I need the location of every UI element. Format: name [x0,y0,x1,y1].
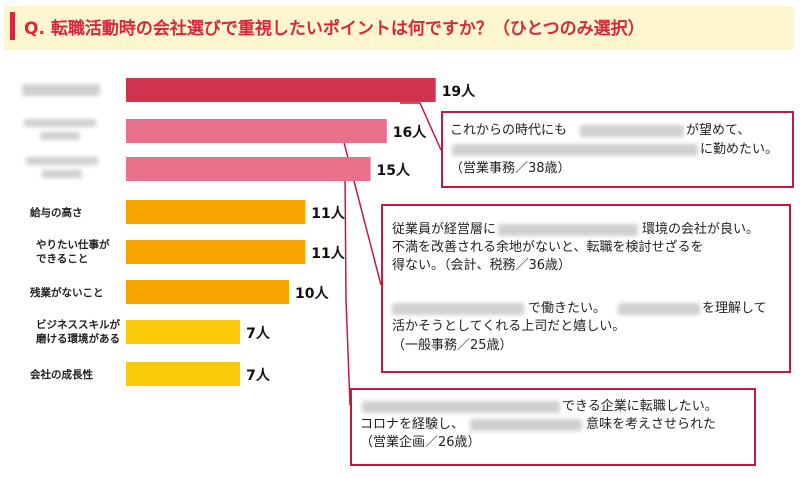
comment-2-line-1-a: 従業員が経営層に [392,222,497,237]
value-label-8: 7人 [246,367,271,384]
redacted-text [618,303,700,315]
bar-8 [126,362,241,386]
redacted-label-3a [26,157,98,165]
redacted-text [470,419,582,431]
connector-line-2 [339,126,382,286]
question-title: Q. 転職活動時の会社選びで重視したいポイントは何ですか？（ひとつのみ選択） [24,19,645,39]
comment-3-line-3: （営業企画／26歳） [360,435,481,450]
redacted-text [362,401,560,413]
category-label-7: ビジネススキルが磨ける環境がある [35,318,120,345]
comment-3-line-2-b: 意味を考えさせられた [586,417,717,432]
comment-2-line-2: 不満を改善される余地がないと、転職を検討せざるを [392,240,704,255]
redacted-text [580,125,684,137]
bar-5 [126,240,306,264]
comment-2-line-4-c: を理解して [702,301,767,316]
value-label-3: 15人 [377,162,411,179]
category-label-8: 会社の成長性 [30,368,93,381]
comment-3-line-1-b: できる企業に転職したい。 [562,399,718,414]
value-label-2: 16人 [393,124,427,141]
redacted-label-2b [40,132,80,140]
category-label-5: やりたい仕事ができること [36,238,110,265]
comment-1-line-3-a: （営業事務／38歳） [450,161,571,176]
comment-2-line-3: 得ない。（会計、税務／36歳） [392,258,572,273]
comment-3-line-2-a: コロナを経験し、 [360,417,465,432]
category-label-6: 残業がないこと [30,286,104,299]
value-label-6: 10人 [295,285,329,302]
question-accent-mark [10,12,15,40]
comment-1-line-2-b: に勤めたい。 [700,142,779,157]
comment-2-line-1-b: 環境の会社が良い。 [642,222,760,237]
value-label-1: 19人 [442,83,476,100]
redacted-text [452,144,698,156]
redacted-text [392,303,524,315]
category-label-4: 給与の高さ [30,206,83,219]
connector-line-1 [400,102,442,151]
value-label-5: 11人 [311,245,345,262]
connector-line-3 [344,169,351,406]
redacted-text [498,224,638,236]
bar-4 [126,200,306,224]
comment-2-line-6: （一般事務／25歳） [392,338,513,353]
bar-3 [126,157,371,181]
comment-2-line-4-b: で働きたい。 [528,301,607,316]
bar-2 [126,119,387,143]
bar-6 [126,280,289,304]
bar-7 [126,320,241,344]
value-label-7: 7人 [246,325,271,342]
comment-2-line-5: 活かそうとしてくれる上司だと嬉しい。 [392,319,626,334]
comment-1-line-1-b: が望めて、 [686,123,751,138]
question-banner [4,6,794,50]
comment-1-line-1-a: これからの時代にも [450,123,568,138]
redacted-label-3b [42,170,82,178]
redacted-label-1 [22,84,100,96]
value-label-4: 11人 [311,205,345,222]
redacted-label-2a [24,119,96,127]
bar-1 [126,78,436,102]
